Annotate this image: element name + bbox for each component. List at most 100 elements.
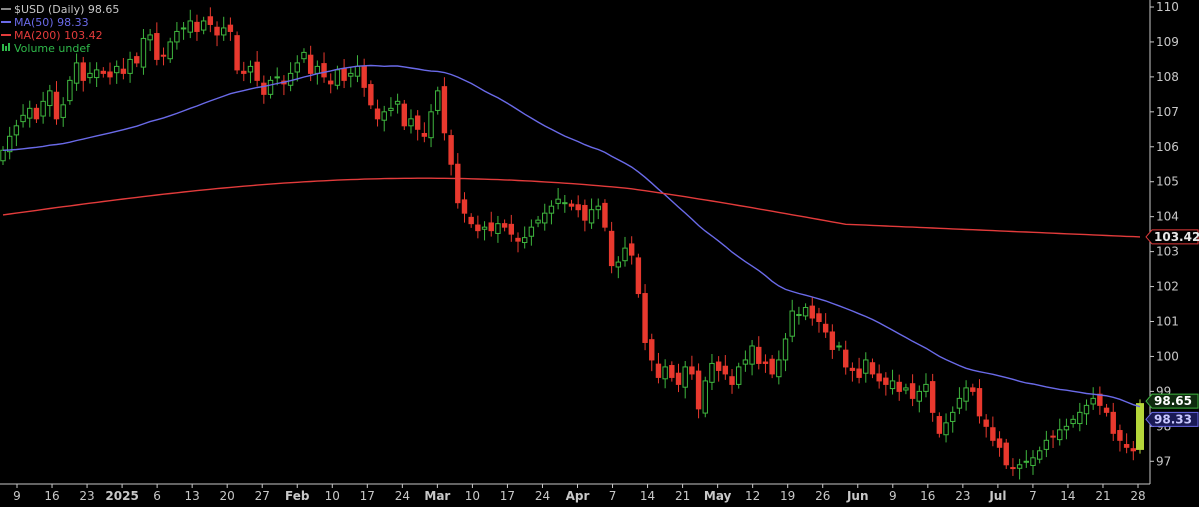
candle-body [394,100,401,105]
candle-body [1123,444,1130,448]
candle-body [889,380,896,390]
candle-body [27,107,33,119]
candle-body [789,310,795,337]
candle-body [448,135,454,165]
candle-body [950,411,956,422]
x-tick-label: 21 [675,489,690,503]
candle-body [120,68,127,74]
candle-body [140,37,147,68]
x-tick-label: 23 [955,489,970,503]
candle-body [769,358,775,375]
candle-body [374,108,381,120]
x-tick-label: 9 [889,489,897,503]
candle-body [628,243,635,256]
candle-body [669,365,675,378]
candle-body [983,419,989,427]
candle-body [923,383,929,392]
candle-body [990,427,996,441]
candle-body [114,65,120,74]
candle-body [702,380,708,414]
y-tick-label: 97 [1156,454,1171,468]
candle-body [515,237,521,242]
candle-body [388,107,394,111]
candle-body [234,35,240,71]
ma50-value-tag-text: 98.33 [1154,412,1192,426]
candle-body [836,345,842,348]
candle-body [501,223,508,228]
candle-body [508,223,515,235]
candle-body [67,79,73,102]
candle-body [1036,450,1043,460]
x-tick-label: 16 [920,489,935,503]
candle-body [174,30,180,43]
candle-body [194,21,200,32]
candle-body [869,362,876,375]
candle-body [635,257,642,295]
legend-volume-swatch [5,46,7,51]
candle-body [301,51,307,60]
candle-body [361,65,367,88]
candle-body [214,26,220,36]
candle-body [1023,460,1029,463]
candle-body [468,216,474,225]
candle-body [368,84,374,106]
candle-body [154,33,160,60]
candle-body [695,370,702,410]
legend-label-ma200: MA(200) 103.42 [14,29,103,42]
x-tick-label: 12 [745,489,760,503]
candle-body [655,363,662,378]
x-tick-label: 7 [609,489,617,503]
legend-volume-swatch [2,44,4,51]
candle-body [715,361,722,371]
candle-body [709,362,715,383]
candle-body [588,209,595,224]
candle-body [274,76,280,79]
candle-body [883,377,889,385]
candle-body [221,27,227,36]
candle-body [1090,397,1096,405]
candle-body [200,20,207,31]
candle-body [401,103,407,127]
candle-body [73,62,80,84]
candle-body [809,305,815,319]
candle-body [93,69,100,79]
y-tick-label: 106 [1156,140,1179,154]
x-axis: 9 16 23 2025 6 13 20 27 Feb 10 17 24 Mar 10 17 24 Apr 7 14… [13,484,1146,503]
candle-body [802,307,809,317]
candle-body [622,247,628,262]
candle-body [996,438,1003,448]
ma50-line [2,64,1141,408]
x-tick-label: Mar [424,489,450,503]
x-tick-label: 17 [360,489,375,503]
candle-body [742,359,749,365]
candle-body [528,226,535,237]
ma200-value-tag-box [1145,229,1199,245]
candle-body [756,346,762,364]
candle-body [916,390,922,402]
x-tick-label: Apr [566,489,590,503]
x-tick-label: 6 [153,489,161,503]
candle-body [796,314,802,317]
candle-body [227,24,234,32]
candle-body [60,104,66,118]
x-tick-label: 20 [220,489,235,503]
y-tick-label: 103 [1156,245,1179,259]
candle-body [843,349,849,368]
candle-body [1103,407,1110,413]
candle-body [575,204,581,211]
y-tick-label: 105 [1156,175,1179,189]
candle-body [936,416,943,434]
candle-body [147,34,153,41]
candle-body [1130,448,1137,452]
price-tags: 103.42 98.33 98.65 [1145,229,1199,427]
legend-volume-swatch [8,43,10,51]
candle-body [863,359,869,374]
moving-averages-group [2,64,1141,408]
x-tick-label: 14 [1060,489,1075,503]
candle-body [348,72,354,77]
y-tick-label: 100 [1156,349,1179,363]
x-tick-label: 27 [255,489,270,503]
candle-body [107,71,113,78]
x-tick-label: 17 [500,489,515,503]
y-tick-label: 108 [1156,70,1179,84]
